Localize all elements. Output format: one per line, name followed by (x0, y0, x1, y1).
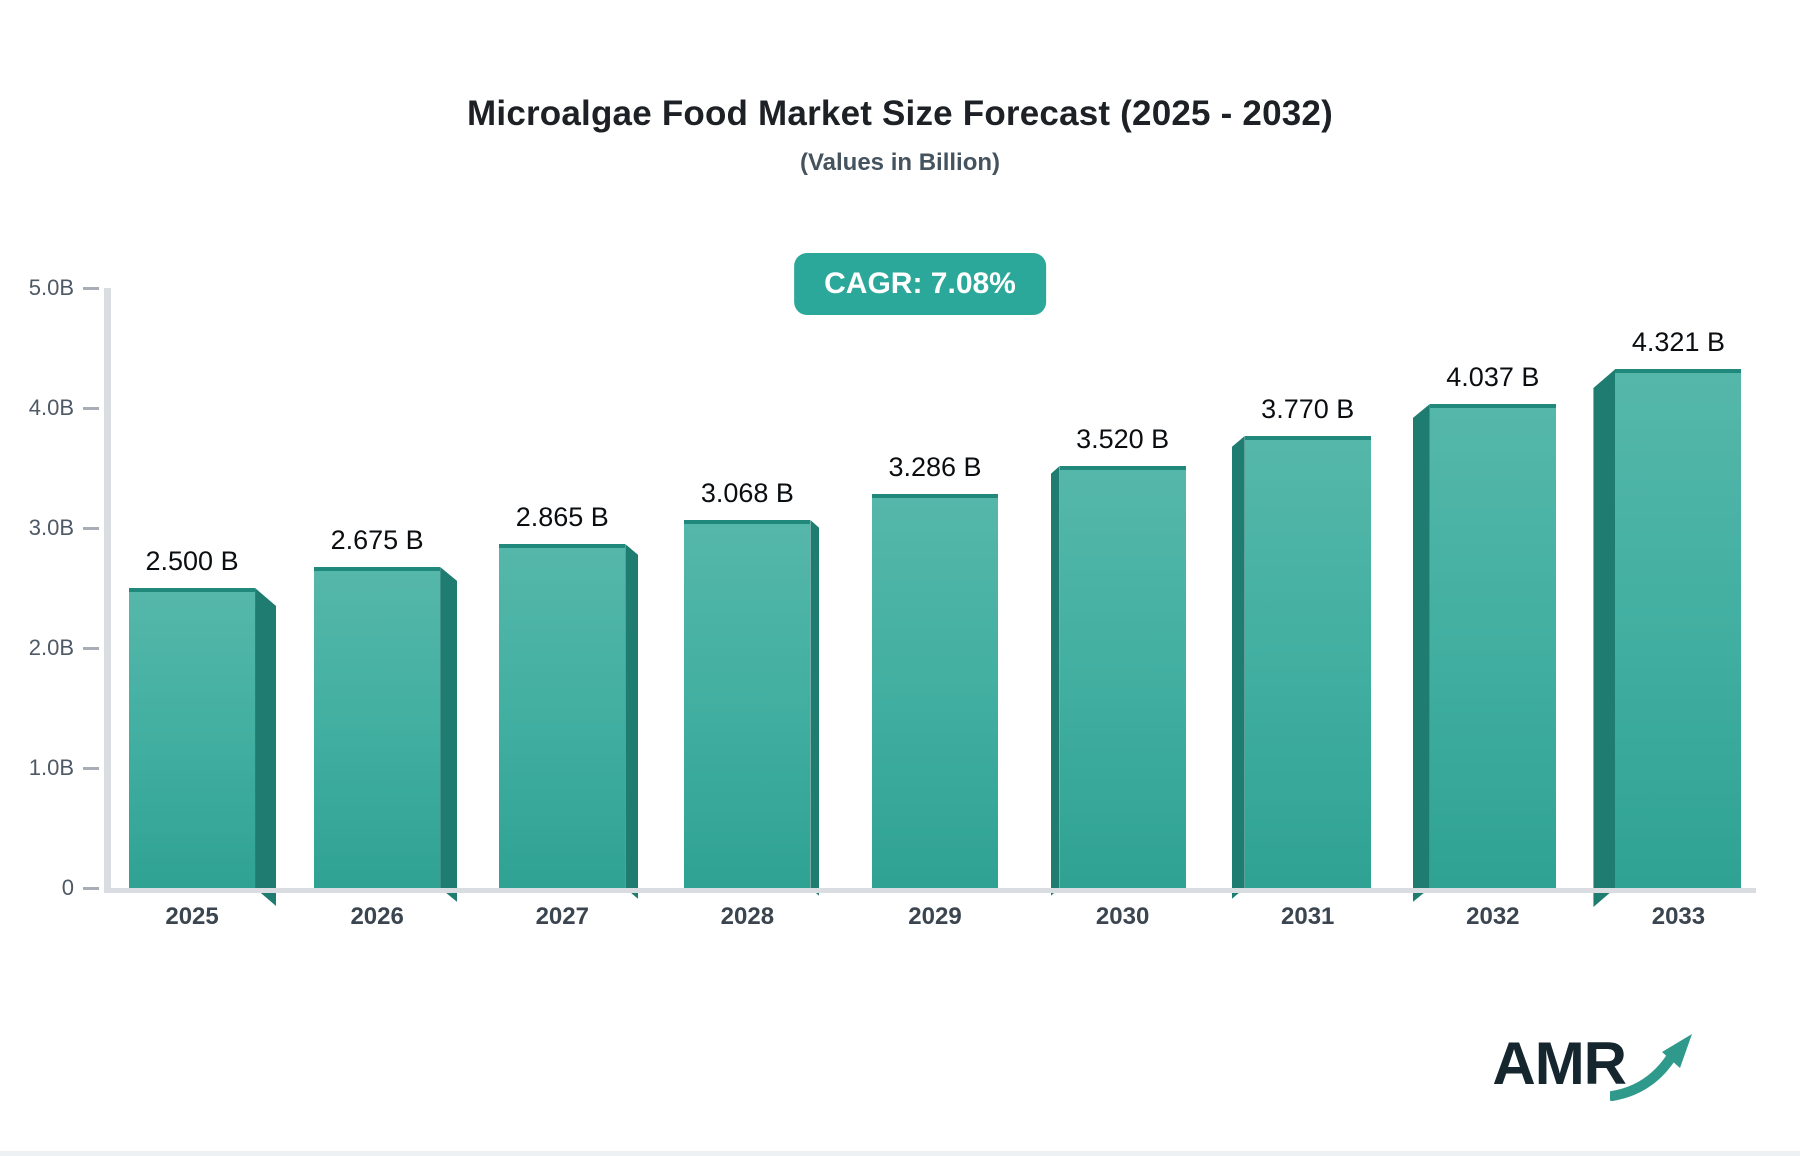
x-axis-label: 2033 (1651, 903, 1706, 930)
y-tick (83, 287, 99, 290)
y-tick-label: 5.0B (28, 275, 74, 300)
bar-value-label: 4.037 B (1446, 362, 1540, 392)
y-tick-label: 3.0B (28, 515, 74, 540)
bar-2032 (1429, 404, 1556, 888)
bar-2026 (314, 567, 441, 888)
bar-2027 (499, 544, 626, 888)
x-axis-label: 2028 (720, 903, 775, 930)
x-axis-label: 2027 (535, 903, 589, 930)
bar-2030 (1059, 466, 1186, 888)
x-axis-label: 2029 (908, 903, 962, 930)
bar-value-label: 2.865 B (515, 502, 609, 532)
bar-2031 (1244, 436, 1371, 888)
x-axis-label: 2031 (1281, 903, 1335, 930)
bar-2025 (129, 588, 256, 888)
y-tick (83, 767, 99, 770)
x-axis-label: 2025 (165, 903, 219, 930)
bottom-edge (0, 1151, 1800, 1156)
amr-logo-text: AMR (1492, 1030, 1627, 1097)
x-axis-line (104, 888, 1756, 893)
bar-value-label: 3.520 B (1076, 424, 1170, 454)
y-axis-line (104, 288, 111, 888)
bar-value-label: 3.770 B (1261, 394, 1355, 424)
bar-value-label: 3.068 B (700, 478, 794, 508)
bar-value-label: 3.286 B (888, 452, 982, 482)
y-tick-label: 2.0B (28, 635, 74, 660)
bar-2033 (1615, 369, 1742, 888)
bar-value-label: 4.321 B (1631, 327, 1725, 357)
bar-value-label: 2.500 B (145, 546, 239, 576)
bar-value-label: 2.675 B (330, 525, 424, 555)
x-axis-label: 2032 (1466, 903, 1520, 930)
bar-side-2031 (1232, 436, 1245, 899)
cagr-badge: CAGR: 7.08% (794, 253, 1046, 315)
bar-side-2030 (1051, 466, 1060, 896)
bar-side-2027 (625, 544, 638, 899)
amr-logo: AMR (1492, 1032, 1696, 1104)
x-axis-label: 2026 (350, 903, 404, 930)
y-tick-label: 1.0B (28, 755, 74, 780)
y-tick (83, 407, 99, 410)
bar-2028 (684, 520, 811, 888)
chart-subtitle: (Values in Billion) (799, 149, 1001, 176)
y-tick (83, 647, 99, 650)
y-tick-label: 4.0B (28, 395, 74, 420)
bar-side-2026 (440, 567, 457, 902)
chart-title: Microalgae Food Market Size Forecast (20… (467, 94, 1333, 133)
y-tick (83, 887, 99, 890)
y-tick-label: 0 (61, 875, 74, 900)
bar-2029 (872, 494, 998, 888)
bar-side-2025 (255, 588, 276, 906)
bar-side-2028 (810, 520, 819, 896)
bar-side-2032 (1413, 404, 1430, 902)
bar-side-2033 (1593, 369, 1615, 907)
y-tick (83, 527, 99, 530)
x-axis-label: 2030 (1095, 903, 1150, 930)
growth-arrow-icon (1610, 1034, 1692, 1101)
